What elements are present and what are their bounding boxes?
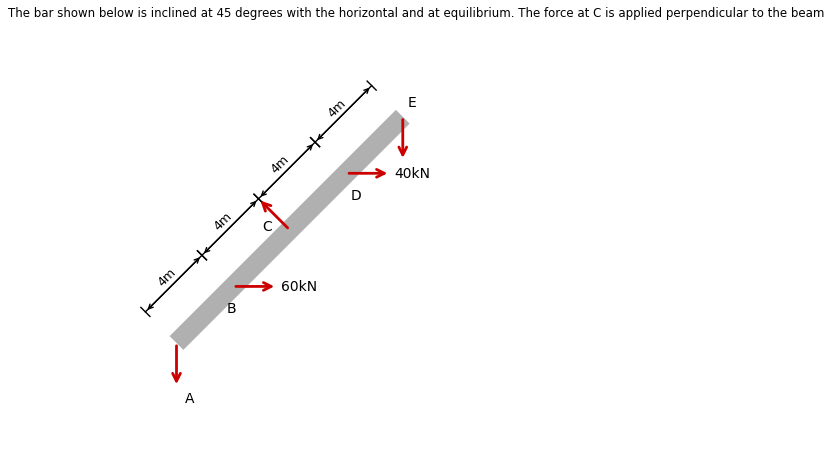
- Text: C: C: [262, 219, 272, 233]
- Text: E: E: [408, 95, 417, 109]
- Text: The bar shown below is inclined at 45 degrees with the horizontal and at equilib: The bar shown below is inclined at 45 de…: [8, 7, 825, 20]
- Text: 4m: 4m: [155, 266, 178, 289]
- Text: 40kN: 40kN: [394, 167, 430, 181]
- Text: 4m: 4m: [212, 209, 235, 232]
- Text: B: B: [227, 301, 236, 315]
- Text: D: D: [350, 188, 361, 202]
- Text: 4m: 4m: [268, 153, 292, 176]
- Text: 4m: 4m: [325, 96, 348, 119]
- Text: A: A: [185, 391, 194, 405]
- Text: 60kN: 60kN: [281, 280, 317, 294]
